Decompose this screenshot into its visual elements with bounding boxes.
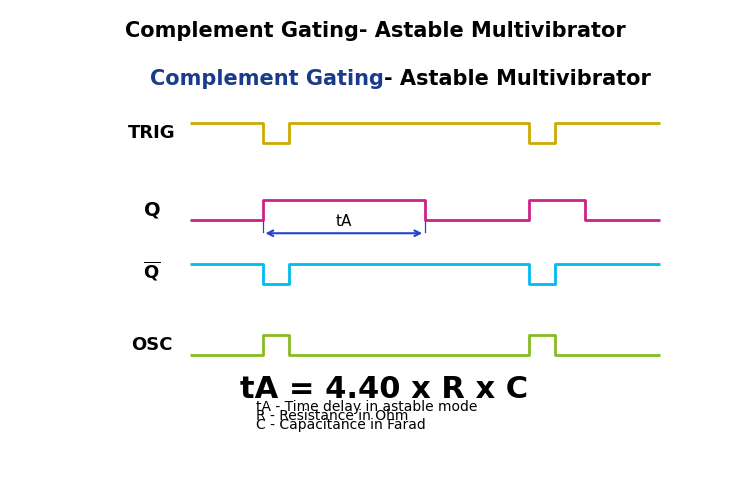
- Text: R - Resistance in Ohm: R - Resistance in Ohm: [256, 408, 409, 422]
- Text: OSC: OSC: [131, 336, 172, 354]
- Text: Q: Q: [143, 200, 160, 220]
- Text: tA = 4.40 x R x C: tA = 4.40 x R x C: [240, 375, 529, 404]
- Text: Complement Gating- Astable Multivibrator: Complement Gating- Astable Multivibrator: [124, 21, 626, 41]
- Text: tA: tA: [336, 214, 352, 228]
- Text: TRIG: TRIG: [128, 124, 176, 142]
- Text: Complement Gating: Complement Gating: [151, 69, 384, 89]
- Text: - Astable Multivibrator: - Astable Multivibrator: [384, 69, 651, 89]
- Text: C - Capacitance in Farad: C - Capacitance in Farad: [256, 418, 426, 432]
- Text: tA - Time delay in astable mode: tA - Time delay in astable mode: [256, 400, 478, 413]
- Text: $\mathbf{\overline{Q}}$: $\mathbf{\overline{Q}}$: [143, 260, 160, 282]
